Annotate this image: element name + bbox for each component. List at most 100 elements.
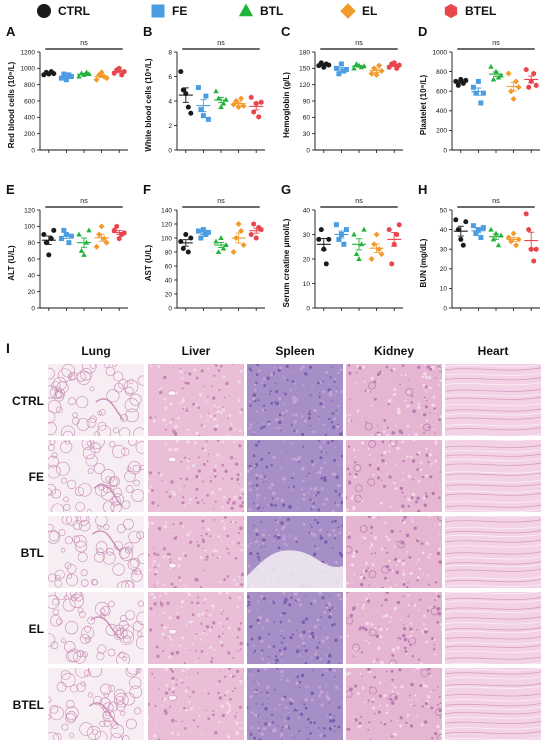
y-tick-label: 2 (168, 123, 172, 130)
data-point-fe (68, 233, 74, 239)
data-point-ctrl (183, 91, 189, 97)
data-point-el (505, 70, 512, 77)
y-axis-label: Hemoglobin (g/L) (282, 72, 291, 138)
data-point-fe (63, 77, 69, 83)
data-point-ctrl (183, 232, 189, 237)
legend-label: BTEL (465, 4, 497, 18)
data-point-el (371, 241, 378, 248)
data-point-el (376, 246, 383, 253)
y-axis-label: Plaatelet (10⁹/L) (419, 75, 428, 136)
y-tick-label: 40 (303, 207, 311, 214)
y-axis-label: AST (U/L) (144, 244, 153, 281)
data-point-btel (248, 231, 254, 238)
column-label-kidney: Kidney (373, 344, 414, 358)
y-tick-label: 0 (443, 147, 447, 154)
y-tick-label: 600 (436, 89, 447, 96)
data-point-ctrl (453, 78, 459, 84)
y-tick-label: 1200 (21, 49, 36, 56)
data-point-btel (258, 99, 264, 105)
row-label-ctrl: CTRL (12, 394, 44, 408)
data-point-btel (121, 68, 127, 75)
y-tick-label: 90 (303, 98, 311, 105)
data-point-btl (358, 241, 365, 247)
y-tick-label: 8 (168, 49, 172, 56)
data-point-ctrl (323, 261, 329, 267)
histology-panel: I Lung Liver Spleen Kidney Heart CTRL FE BTL EL B… (0, 340, 550, 745)
data-point-el (508, 238, 515, 245)
y-tick-label: 140 (161, 207, 172, 214)
data-point-btel (256, 114, 262, 120)
data-point-fe (333, 65, 339, 71)
column-label-lung: Lung (81, 344, 111, 358)
data-point-el (378, 68, 385, 75)
histology-image-spleen-btel (247, 668, 343, 740)
data-point-ctrl (453, 217, 459, 223)
data-point-ctrl (455, 82, 461, 88)
legend-marker-el (340, 3, 356, 19)
data-point-el (101, 235, 108, 242)
data-point-btel (251, 109, 257, 115)
data-point-ctrl (185, 104, 191, 110)
data-point-fe (338, 232, 344, 237)
y-tick-label: 6 (168, 74, 172, 81)
diamond-icon (340, 3, 356, 19)
legend-marker-fe (151, 4, 165, 18)
data-point-btl (488, 226, 494, 232)
data-point-fe (200, 227, 206, 233)
data-point-btl (351, 65, 357, 71)
data-point-btl (76, 73, 82, 79)
circle-icon (37, 4, 51, 18)
data-point-fe (198, 235, 204, 241)
data-point-btel (389, 261, 395, 267)
data-point-el (240, 102, 247, 109)
data-point-el (513, 78, 520, 85)
data-point-btel (116, 65, 122, 72)
data-point-fe (198, 107, 204, 113)
y-tick-label: 120 (161, 221, 172, 228)
data-point-btl (351, 231, 357, 237)
y-tick-label: 600 (24, 98, 35, 105)
data-point-btl (220, 245, 227, 251)
histology-image-heart-ctrl (445, 364, 541, 436)
data-point-btel (391, 241, 397, 248)
y-tick-label: 180 (299, 49, 310, 56)
y-tick-label: 20 (440, 266, 448, 273)
data-point-fe (470, 84, 476, 90)
data-point-ctrl (180, 246, 186, 251)
y-tick-label: 60 (28, 256, 36, 263)
data-point-btel (533, 246, 539, 252)
y-tick-label: 120 (299, 82, 310, 89)
y-tick-label: 10 (440, 286, 448, 293)
data-point-ctrl (321, 246, 327, 252)
data-point-btel (523, 66, 529, 73)
data-point-btel (531, 258, 537, 264)
data-point-el (240, 242, 247, 248)
data-point-btl (498, 232, 504, 238)
chart-panel-a: A 0 200 400 600 800 1000 1200 Red blood cells (1… (0, 22, 137, 172)
panel-letter: G (281, 182, 291, 197)
data-point-btl (356, 256, 362, 261)
data-point-btl (361, 63, 367, 69)
y-axis-label: ALT (U/L) (7, 245, 16, 281)
legend-label: CTRL (58, 4, 90, 18)
data-point-btel (251, 221, 257, 227)
histology-image-liver-ctrl (148, 364, 244, 436)
data-point-el (515, 236, 522, 243)
data-point-btl (215, 95, 222, 101)
data-point-el (98, 69, 105, 76)
data-point-el (508, 88, 515, 95)
data-point-btel (394, 231, 400, 238)
y-tick-label: 0 (31, 305, 35, 312)
legend-item-btel: BTEL (443, 3, 496, 19)
y-tick-label: 40 (28, 273, 36, 280)
data-point-btel (121, 230, 127, 236)
data-point-btl (215, 249, 222, 254)
chart-panel-d: D 0 200 400 600 800 1000 Plaatelet (10⁹/L) ns (412, 22, 549, 172)
data-point-ctrl (326, 236, 332, 242)
y-tick-label: 4 (168, 98, 172, 105)
data-point-fe (58, 75, 64, 81)
data-point-btel (396, 221, 402, 228)
data-point-fe (195, 228, 201, 234)
data-point-fe (63, 232, 69, 237)
legend-item-fe: FE (150, 3, 187, 19)
